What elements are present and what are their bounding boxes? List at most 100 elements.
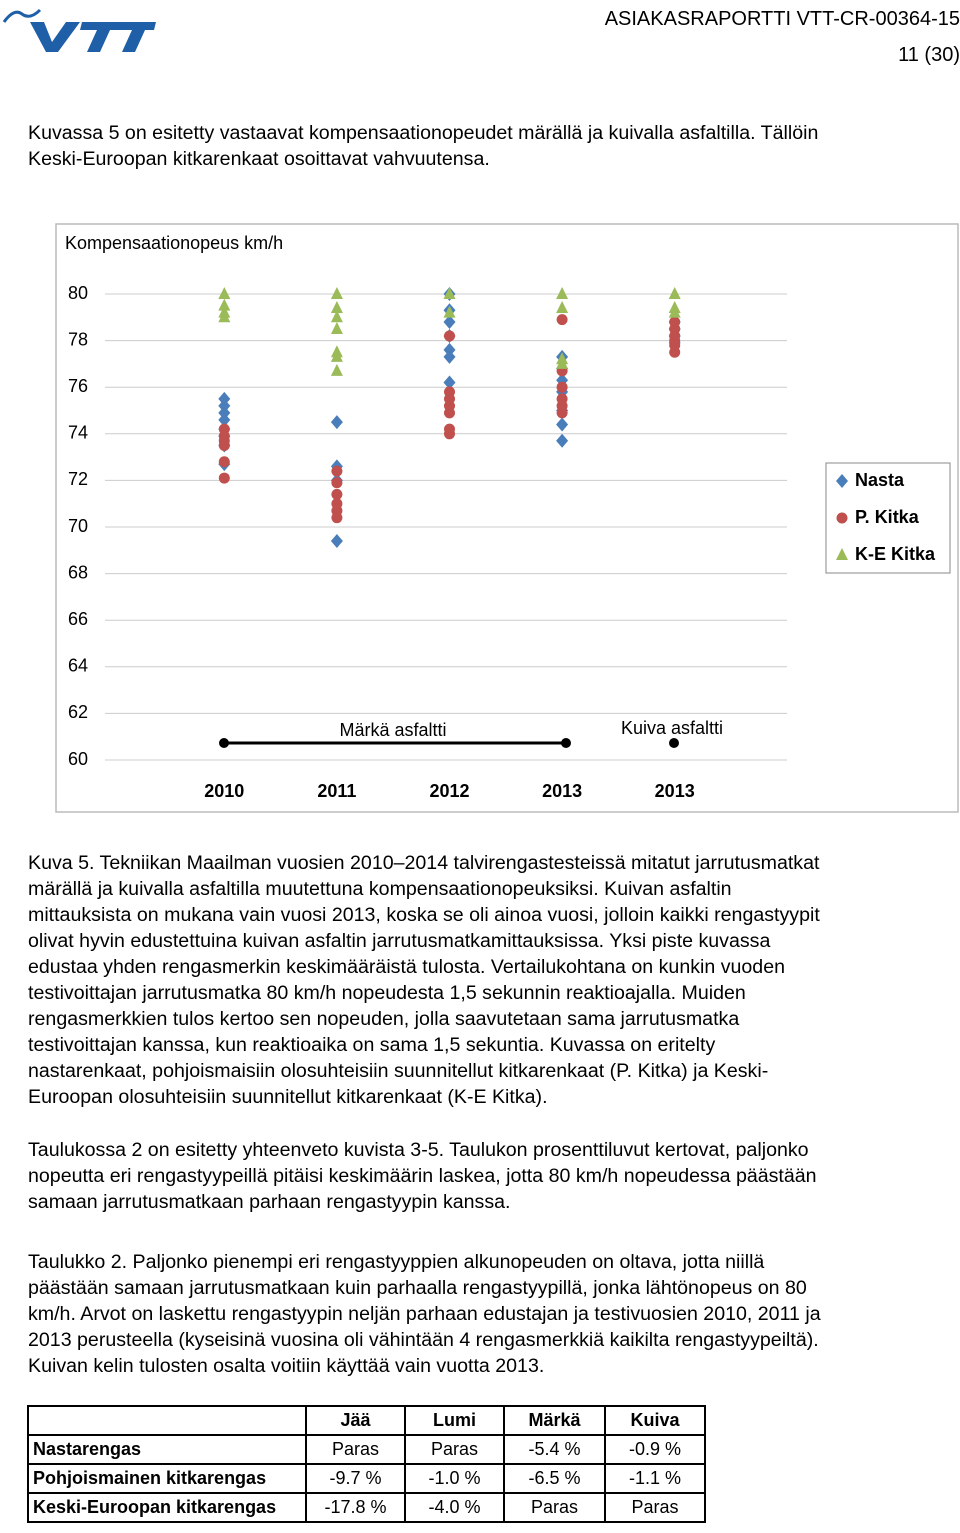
chart: Kompensaationopeus km/h Märkä asfaltti K… xyxy=(55,223,959,813)
point xyxy=(330,415,343,430)
point xyxy=(836,474,848,488)
point xyxy=(331,488,343,500)
point xyxy=(218,298,231,311)
point xyxy=(330,287,343,299)
table-cell: Paras xyxy=(404,1434,505,1465)
point xyxy=(330,349,343,362)
point xyxy=(330,300,343,313)
point xyxy=(443,375,456,390)
point xyxy=(331,512,343,524)
annotation: Kuiva asfaltti xyxy=(621,718,723,738)
point xyxy=(556,356,569,369)
text-line: Kuvassa 5 on esitetty vastaavat kompensa… xyxy=(28,122,819,144)
point xyxy=(668,305,681,318)
table-cell: Paras xyxy=(305,1434,406,1465)
point xyxy=(331,465,343,477)
legend-label: P. Kitka xyxy=(855,507,920,527)
annotation: Märkä asfaltti xyxy=(339,720,446,740)
table-cell: -6.5 % xyxy=(503,1463,606,1494)
point xyxy=(218,310,231,323)
legend-label: K-E Kitka xyxy=(855,544,936,564)
table-row: Keski-Euroopan kitkarengas -17.8 % -4.0 % P… xyxy=(27,1492,706,1523)
text-line: Taulukko 2. Paljonko pienempi eri rengas… xyxy=(28,1251,765,1273)
x-tick-label: 2010 xyxy=(204,781,244,801)
table-cell: Paras xyxy=(503,1492,606,1523)
text-line: testivoittajan kanssa, kun reaktioaika o… xyxy=(28,1034,716,1056)
point xyxy=(443,287,456,299)
table-cell: -1.0 % xyxy=(404,1463,505,1494)
point xyxy=(330,321,343,334)
table-header: Jää Lumi Märkä Kuiva xyxy=(27,1405,706,1436)
legend-label: Nasta xyxy=(855,470,905,490)
logo-t2 xyxy=(116,22,156,52)
page-number: 11 (30) xyxy=(898,44,960,66)
point xyxy=(330,363,343,376)
text-line: nastarenkaat, pohjoismaisiin olosuhteisi… xyxy=(28,1060,769,1082)
point xyxy=(218,439,230,451)
y-tick-label: 72 xyxy=(68,469,88,489)
point xyxy=(836,512,848,524)
header-cell: Jää xyxy=(305,1405,406,1436)
point xyxy=(836,548,848,560)
header-cell: Lumi xyxy=(404,1405,505,1436)
point xyxy=(556,300,569,313)
vtt-logo xyxy=(2,8,156,52)
chart-frame xyxy=(55,223,959,813)
y-tick-label: 74 xyxy=(68,423,88,443)
text-line: samaan jarrutusmatkaan parhaan rengastyy… xyxy=(28,1191,511,1213)
bracket-dot xyxy=(219,738,229,748)
logo-wave xyxy=(2,8,42,23)
table-cell: -9.7 % xyxy=(305,1463,406,1494)
y-tick-label: 66 xyxy=(68,609,88,629)
point xyxy=(330,533,343,548)
text-line: päästään samaan jarrutusmatkaan kuin par… xyxy=(28,1277,807,1299)
y-tick-label: 76 xyxy=(68,376,88,396)
point xyxy=(218,412,231,427)
header-cell: Kuiva xyxy=(604,1405,706,1436)
point xyxy=(330,310,343,323)
logo-v xyxy=(30,22,80,52)
table-cell: -1.1 % xyxy=(604,1463,706,1494)
text-line: 2013 perusteella (kyseisinä vuosina oli … xyxy=(28,1329,819,1351)
text-line: Taulukossa 2 on esitetty yhteenveto kuvi… xyxy=(28,1139,809,1161)
point xyxy=(444,407,455,419)
x-tick-label: 2011 xyxy=(317,781,356,801)
table-cell: -0.9 % xyxy=(604,1434,706,1465)
text-line: Euroopan olosuhteisiin suunnitellut kitk… xyxy=(28,1086,548,1108)
y-tick-label: 70 xyxy=(68,516,88,536)
text-line: Kuivan kelin tulosten osalta voitiin käy… xyxy=(28,1355,545,1377)
text-line: Kuva 5. Tekniikan Maailman vuosien 2010–… xyxy=(28,852,820,874)
report-id: ASIAKASRAPORTTI VTT-CR-00364-15 xyxy=(604,8,960,30)
point xyxy=(669,346,681,358)
row-label: Keski-Euroopan kitkarengas xyxy=(27,1492,307,1523)
text-line: testivoittajan jarrutusmatka 80 km/h nop… xyxy=(28,982,746,1004)
point xyxy=(556,407,568,419)
point xyxy=(443,349,456,364)
y-tick-label: 68 xyxy=(68,562,88,582)
y-axis-title: Kompensaationopeus km/h xyxy=(65,233,283,253)
point xyxy=(556,433,569,448)
y-tick-label: 78 xyxy=(68,329,88,349)
header-cell xyxy=(27,1405,307,1436)
point xyxy=(556,287,569,299)
point xyxy=(443,314,456,329)
header-cell: Märkä xyxy=(503,1405,606,1436)
point xyxy=(218,287,231,299)
point xyxy=(556,381,568,393)
point xyxy=(444,428,455,440)
table-cell: -4.0 % xyxy=(404,1492,505,1523)
text-line: mittauksista on mukana vain vuosi 2013, … xyxy=(28,904,820,926)
text-line: edustaa yhden rengasmerkin keskimääräist… xyxy=(28,956,785,978)
text-line: Keski-Euroopan kitkarenkaat osoittavat v… xyxy=(28,148,490,170)
table-cell: Paras xyxy=(604,1492,706,1523)
x-tick-label: 2013 xyxy=(655,781,695,801)
x-tick-label: 2012 xyxy=(429,781,469,801)
point xyxy=(444,330,455,342)
point xyxy=(218,456,230,468)
table-row: Pohjoismainen kitkarengas -9.7 % -1.0 % -6.… xyxy=(27,1463,706,1494)
text-line: nopeutta eri rengastyypeillä pitäisi kes… xyxy=(28,1165,817,1187)
x-tick-label: 2013 xyxy=(542,781,582,801)
point xyxy=(556,417,569,432)
y-tick-label: 80 xyxy=(68,283,88,303)
